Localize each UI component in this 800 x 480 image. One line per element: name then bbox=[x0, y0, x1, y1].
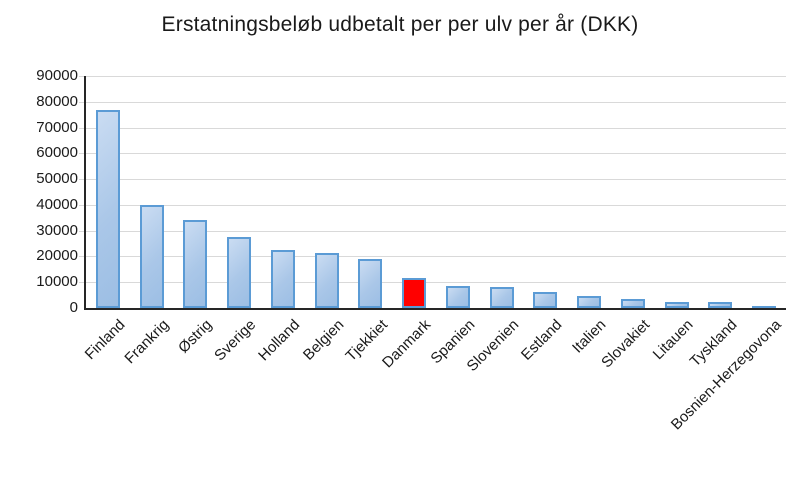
gridline bbox=[86, 230, 786, 232]
x-axis-category-label: Frankrig bbox=[121, 316, 172, 368]
y-axis-tick bbox=[79, 204, 86, 206]
x-axis-category-label: Estland bbox=[518, 316, 566, 364]
x-axis-category-label: Østrig bbox=[175, 316, 216, 357]
y-axis-line bbox=[84, 76, 86, 308]
bar-finland bbox=[95, 109, 120, 308]
chart-title: Erstatningsbeløb udbetalt per per ulv pe… bbox=[161, 13, 639, 36]
y-axis-tick-label: 30000 bbox=[36, 221, 78, 239]
x-axis-category-label: Italien bbox=[569, 316, 610, 357]
x-axis-category-label: Finland bbox=[81, 316, 129, 364]
bar-litauen bbox=[664, 301, 689, 308]
gridline bbox=[86, 153, 786, 155]
bar-slovakiet bbox=[620, 299, 645, 308]
gridline bbox=[86, 101, 786, 103]
y-axis-tick-label: 50000 bbox=[36, 170, 78, 188]
y-axis-tick bbox=[79, 127, 86, 129]
y-axis-tick bbox=[79, 76, 86, 77]
y-axis-tick-label: 60000 bbox=[36, 144, 78, 162]
y-axis-tick bbox=[79, 153, 86, 155]
y-axis-tick bbox=[79, 282, 86, 284]
gridline bbox=[86, 256, 786, 258]
y-axis-tick-label: 80000 bbox=[36, 92, 78, 110]
x-axis-line bbox=[84, 308, 786, 310]
bar-slovenien bbox=[489, 287, 514, 308]
bar-tyskland bbox=[708, 301, 733, 308]
y-axis-tick-label: 10000 bbox=[36, 273, 78, 291]
y-axis-tick bbox=[79, 230, 86, 232]
y-axis-tick-label: 0 bbox=[69, 299, 78, 316]
gridline bbox=[86, 282, 786, 284]
y-axis-tick-label: 70000 bbox=[36, 118, 78, 136]
x-axis-category-label: Holland bbox=[255, 316, 304, 365]
bar-holland bbox=[270, 250, 295, 308]
gridline bbox=[86, 76, 786, 77]
gridline bbox=[86, 204, 786, 206]
bar-spanien bbox=[445, 285, 470, 308]
bar-belgien bbox=[314, 252, 339, 308]
bar-østrig bbox=[183, 220, 208, 308]
bar-tjekkiet bbox=[358, 259, 383, 308]
x-axis-category-label: Belgien bbox=[299, 316, 347, 364]
y-axis-tick bbox=[79, 179, 86, 181]
y-axis-tick-label: 90000 bbox=[36, 67, 78, 84]
gridline bbox=[86, 127, 786, 129]
y-axis-tick-label: 40000 bbox=[36, 195, 78, 213]
y-axis-tick-label: 20000 bbox=[36, 247, 78, 265]
bar-sverige bbox=[227, 237, 252, 308]
gridline bbox=[86, 179, 786, 181]
bar-danmark bbox=[402, 278, 427, 308]
y-axis-tick bbox=[79, 256, 86, 258]
y-axis-tick bbox=[79, 101, 86, 103]
x-axis-category-label: Sverige bbox=[211, 316, 260, 365]
bar-italien bbox=[577, 296, 602, 308]
bar-estland bbox=[533, 291, 558, 308]
bar-frankrig bbox=[139, 204, 164, 308]
